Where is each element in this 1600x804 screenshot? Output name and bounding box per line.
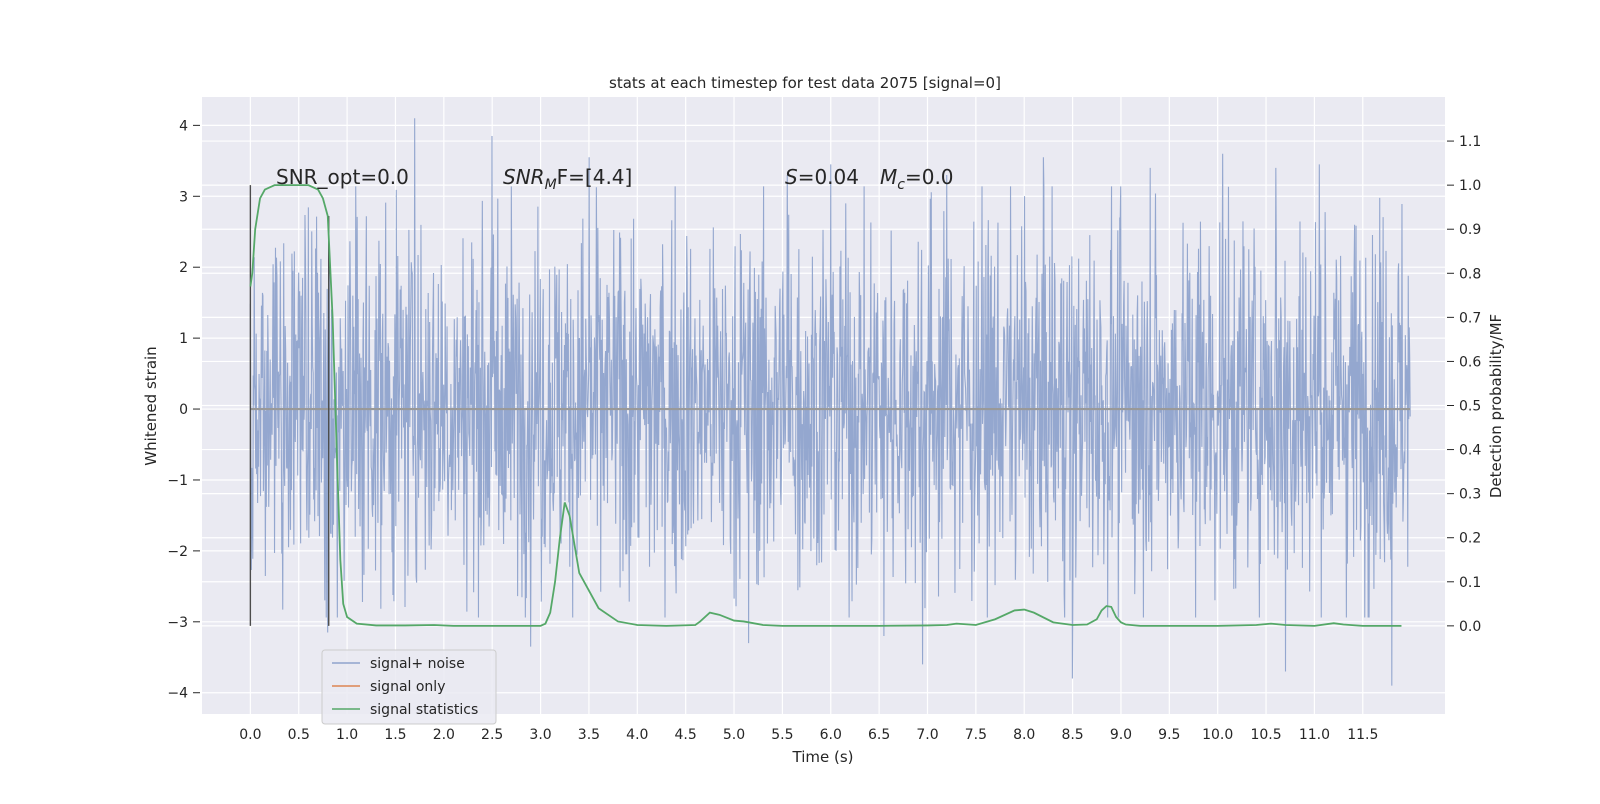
snr-mf-sub: M bbox=[545, 177, 557, 193]
x-tick-label: 9.5 bbox=[1158, 727, 1180, 743]
chart-title: stats at each timestep for test data 207… bbox=[609, 74, 1001, 92]
mc-main: M bbox=[880, 165, 897, 189]
y-axis-right-label: Detection probability/MF bbox=[1487, 314, 1505, 498]
annotation-snr-mf: SNRMF=[4.4] bbox=[503, 165, 632, 193]
y-right-tick-label: 0.5 bbox=[1459, 399, 1481, 415]
annotation-snr-opt: SNR_opt=0.0 bbox=[276, 165, 409, 189]
legend-label-signal-noise: signal+ noise bbox=[370, 656, 465, 672]
axes: 0.0 0.5 1.0 1.5 2.0 2.5 3.0 3.5 4.0 4.5 5.0 5.5 6.0 6… bbox=[167, 118, 1481, 743]
signal-noise-series bbox=[249, 118, 1411, 686]
y-tick-label: 0 bbox=[179, 402, 188, 418]
x-tick-label: 3.5 bbox=[578, 727, 600, 743]
snr-mf-rest: F=[4.4] bbox=[557, 165, 633, 189]
legend-item-signal-statistics: signal statistics bbox=[332, 702, 478, 718]
x-tick-label: 1.0 bbox=[336, 727, 358, 743]
y-tick-label: 3 bbox=[179, 189, 188, 205]
x-tick-label: 2.0 bbox=[433, 727, 455, 743]
x-tick-label: 3.0 bbox=[529, 727, 551, 743]
x-tick-label: 4.0 bbox=[626, 727, 648, 743]
x-tick-label: 5.5 bbox=[771, 727, 793, 743]
x-tick-label: 9.0 bbox=[1110, 727, 1132, 743]
x-tick-label: 11.5 bbox=[1347, 727, 1378, 743]
signal-noise-line bbox=[249, 118, 1411, 686]
y-right-tick-label: 0.2 bbox=[1459, 531, 1481, 547]
x-tick-label: 7.0 bbox=[916, 727, 938, 743]
signal-statistics-series bbox=[249, 184, 1402, 627]
legend: signal+ noise signal only signal statist… bbox=[321, 649, 497, 725]
x-tick-label: 8.5 bbox=[1061, 727, 1083, 743]
mc-rest: =0.0 bbox=[905, 165, 954, 189]
y-right-tick-label: 1.0 bbox=[1459, 178, 1481, 194]
y-right-tick-label: 0.6 bbox=[1459, 354, 1481, 370]
snr-mf-main: SNR bbox=[503, 165, 545, 189]
x-tick-label: 10.5 bbox=[1250, 727, 1281, 743]
x-tick-label: 6.5 bbox=[868, 727, 890, 743]
s-rest: =0.04 bbox=[798, 165, 859, 189]
y-tick-label: −3 bbox=[167, 615, 188, 631]
x-tick-label: 7.5 bbox=[965, 727, 987, 743]
y-right-tick-label: 0.3 bbox=[1459, 487, 1481, 503]
y-tick-label: −4 bbox=[167, 686, 188, 702]
y-tick-label: 2 bbox=[179, 260, 188, 276]
legend-item-signal-only: signal only bbox=[332, 679, 445, 695]
y-tick-label: −2 bbox=[167, 544, 188, 560]
x-tick-label: 6.0 bbox=[820, 727, 842, 743]
legend-label-signal-statistics: signal statistics bbox=[370, 702, 478, 718]
y-right-tick-label: 0.1 bbox=[1459, 575, 1481, 591]
x-tick-label: 5.0 bbox=[723, 727, 745, 743]
y-tick-label: 1 bbox=[179, 331, 188, 347]
annotation-s: S=0.04 bbox=[785, 165, 859, 189]
y-right-tick-label: 1.1 bbox=[1459, 134, 1481, 150]
annotation-mc: Mc=0.0 bbox=[880, 165, 954, 193]
mc-sub: c bbox=[897, 177, 905, 193]
y-tick-label: 4 bbox=[179, 118, 188, 134]
y-right-tick-label: 0.8 bbox=[1459, 266, 1481, 282]
x-tick-label: 2.5 bbox=[481, 727, 503, 743]
legend-box bbox=[321, 649, 497, 725]
legend-label-signal-only: signal only bbox=[370, 679, 445, 695]
x-axis-label: Time (s) bbox=[792, 748, 854, 766]
x-tick-label: 0.0 bbox=[239, 727, 261, 743]
y-axis-label: Whitened strain bbox=[142, 346, 160, 465]
x-tick-label: 1.5 bbox=[384, 727, 406, 743]
x-tick-label: 4.5 bbox=[675, 727, 697, 743]
signal-only-series bbox=[249, 185, 1411, 626]
legend-item-signal-noise: signal+ noise bbox=[332, 656, 465, 672]
x-tick-label: 8.0 bbox=[1013, 727, 1035, 743]
y-right-tick-label: 0.7 bbox=[1459, 310, 1481, 326]
s-main: S bbox=[785, 165, 798, 189]
y-tick-label: −1 bbox=[167, 473, 188, 489]
x-tick-label: 11.0 bbox=[1299, 727, 1330, 743]
y-right-tick-label: 0.9 bbox=[1459, 222, 1481, 238]
x-tick-label: 0.5 bbox=[288, 727, 310, 743]
x-tick-label: 10.0 bbox=[1202, 727, 1233, 743]
y-right-tick-label: 0.4 bbox=[1459, 443, 1481, 459]
y-right-tick-label: 0.0 bbox=[1459, 619, 1481, 635]
signal-statistics-line bbox=[249, 184, 1402, 627]
grid bbox=[202, 97, 1445, 714]
